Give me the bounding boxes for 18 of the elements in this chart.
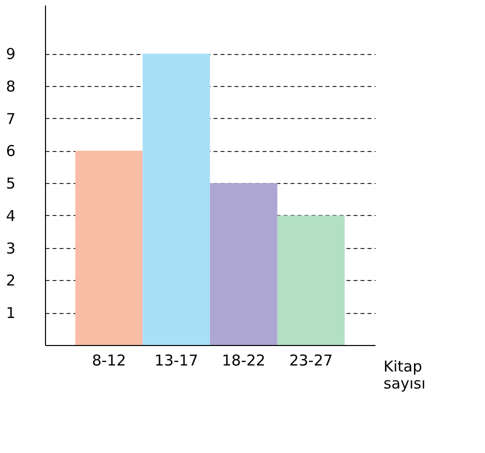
bar xyxy=(210,183,278,345)
bar xyxy=(75,150,143,345)
x-tick-label: 23-27 xyxy=(289,352,333,370)
y-tick-label: 6 xyxy=(6,142,16,160)
y-tick-label: 3 xyxy=(6,239,16,258)
bar xyxy=(142,54,210,345)
y-tick-label: 8 xyxy=(6,77,16,96)
bar xyxy=(277,215,345,345)
x-tick-label: 18-22 xyxy=(222,352,266,370)
x-tick-label: 8-12 xyxy=(92,352,126,370)
y-tick-label: 1 xyxy=(6,304,16,322)
y-tick-label: 5 xyxy=(6,174,16,193)
y-tick-label: 2 xyxy=(6,272,16,290)
x-axis-title: Kitap sayısı xyxy=(384,358,426,392)
y-tick-label: 4 xyxy=(6,206,16,225)
y-tick-label: 9 xyxy=(6,45,16,64)
x-tick-label: 13-17 xyxy=(154,352,198,370)
y-tick-label: 7 xyxy=(6,110,16,128)
